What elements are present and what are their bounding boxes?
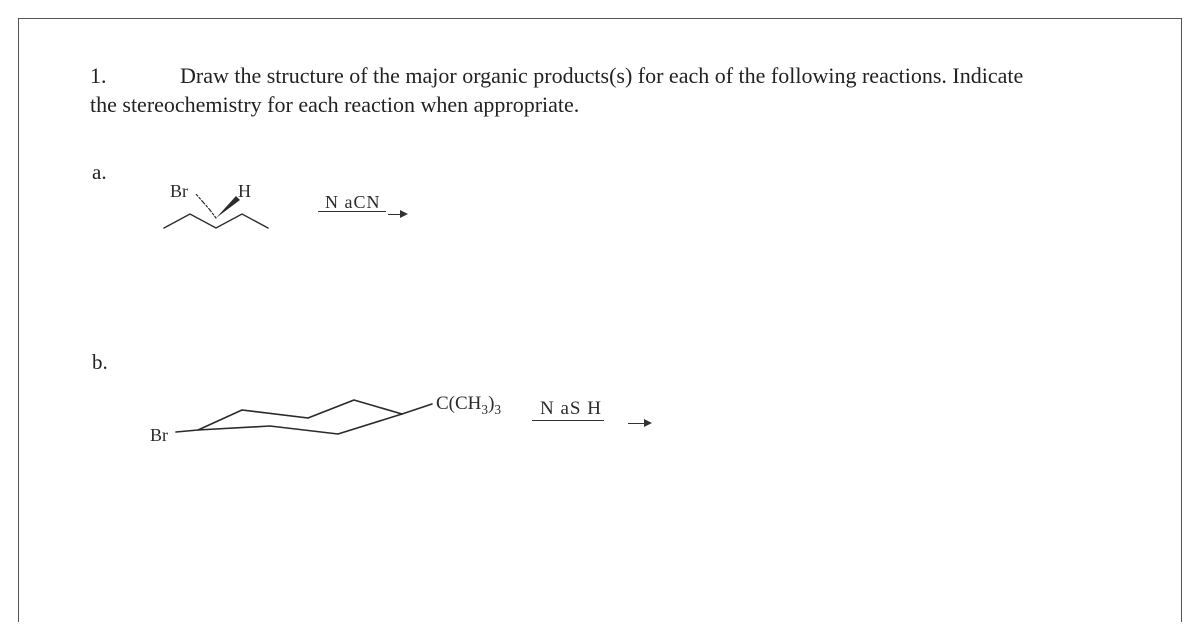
part-b-label: b. [92, 350, 108, 375]
question-line1: Draw the structure of the major organic … [180, 63, 1023, 88]
reagent-nacn: N aCN [325, 192, 381, 213]
nash-arrow-head [644, 419, 652, 427]
question-line2: the stereochemistry for each reaction wh… [90, 92, 579, 117]
structure-a [150, 180, 310, 250]
question-block: 1.Draw the structure of the major organi… [90, 62, 1130, 119]
label-br-b: Br [150, 425, 168, 446]
question-number: 1. [90, 62, 180, 91]
reagent-nash: N aS H [540, 398, 602, 420]
nacn-arrow-head [400, 210, 408, 218]
nacn-underline [318, 211, 386, 212]
structure-b [170, 380, 450, 450]
part-a-label: a. [92, 160, 107, 185]
nash-underline [532, 420, 604, 421]
